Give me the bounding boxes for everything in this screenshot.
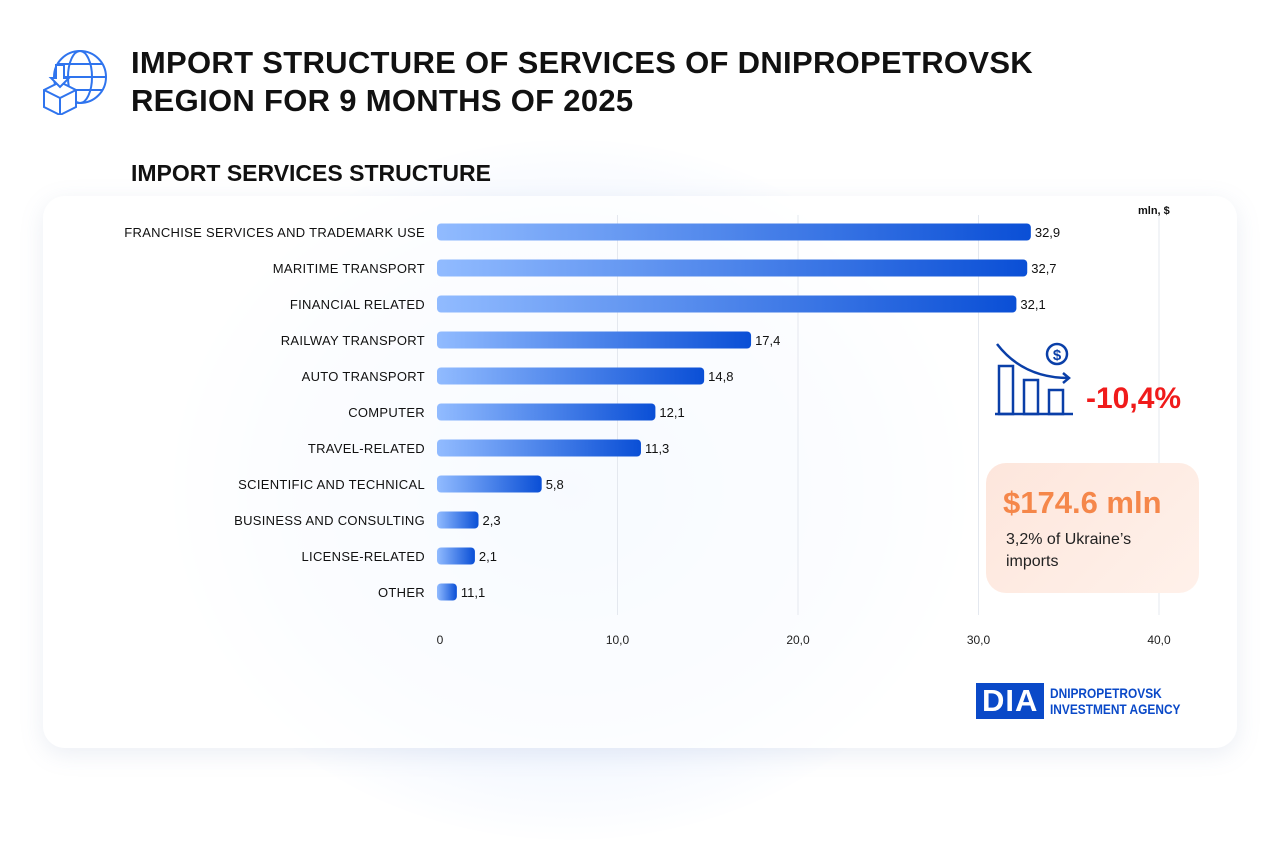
bar xyxy=(437,583,457,601)
page-title: IMPORT STRUCTURE OF SERVICES OF DNIPROPE… xyxy=(131,44,1033,120)
category-label: FRANCHISE SERVICES AND TRADEMARK USE xyxy=(124,225,425,240)
data-label: 32,7 xyxy=(1031,261,1056,276)
x-tick-label: 30,0 xyxy=(967,633,991,647)
title-line-1: IMPORT STRUCTURE OF SERVICES OF DNIPROPE… xyxy=(131,45,1033,80)
brand-line-1: DNIPROPETROVSK xyxy=(1050,685,1163,701)
data-label: 14,8 xyxy=(708,369,733,384)
x-tick-label: 40,0 xyxy=(1147,633,1171,647)
data-label: 2,1 xyxy=(479,549,497,564)
svg-text:$: $ xyxy=(1053,347,1062,364)
share-text: 3,2% of Ukraine’s imports xyxy=(1006,531,1132,570)
bar xyxy=(437,259,1028,277)
category-label: MARITIME TRANSPORT xyxy=(273,261,425,276)
total-box: $174.6 mln 3,2% of Ukraine’s imports xyxy=(986,463,1199,593)
bar xyxy=(437,223,1031,241)
category-label: COMPUTER xyxy=(348,405,425,420)
category-label: SCIENTIFIC AND TECHNICAL xyxy=(238,477,425,492)
category-label: TRAVEL-RELATED xyxy=(308,441,425,456)
x-tick-label: 10,0 xyxy=(606,633,630,647)
x-tick-label: 0 xyxy=(437,633,444,647)
data-label: 17,4 xyxy=(755,333,780,348)
data-label: 11,1 xyxy=(461,585,485,600)
bar xyxy=(437,511,479,529)
chart-subtitle: IMPORT SERVICES STRUCTURE xyxy=(131,160,491,186)
bar xyxy=(437,331,752,349)
declining-chart-dollar-icon: $ xyxy=(995,342,1073,416)
category-label: LICENSE-RELATED xyxy=(302,549,425,564)
brand-name: DNIPROPETROVSK INVESTMENT AGENCY xyxy=(1050,685,1180,717)
category-label: FINANCIAL RELATED xyxy=(290,297,425,312)
data-label: 32,9 xyxy=(1035,225,1060,240)
bar xyxy=(437,475,542,493)
brand-line-2: INVESTMENT AGENCY xyxy=(1050,701,1181,717)
globe-import-icon xyxy=(43,50,107,115)
category-label: AUTO TRANSPORT xyxy=(302,369,425,384)
total-value: $174.6 mln xyxy=(1003,485,1162,520)
bar xyxy=(437,439,641,457)
category-label: BUSINESS AND CONSULTING xyxy=(234,513,425,528)
data-label: 2,3 xyxy=(483,513,501,528)
x-tick-label: 20,0 xyxy=(786,633,810,647)
data-label: 32,1 xyxy=(1020,297,1045,312)
bar xyxy=(437,367,705,385)
bar xyxy=(437,403,656,421)
brand-logo: DIA DNIPROPETROVSK INVESTMENT AGENCY xyxy=(976,683,1204,719)
data-label: 11,3 xyxy=(645,441,669,456)
bar xyxy=(437,295,1017,313)
category-label: OTHER xyxy=(378,585,425,600)
bar xyxy=(437,547,475,565)
change-percent: -10,4% xyxy=(1086,382,1182,415)
unit-label: mln, $ xyxy=(1138,205,1170,217)
title-line-2: REGION FOR 9 MONTHS OF 2025 xyxy=(131,83,634,118)
data-label: 5,8 xyxy=(546,477,564,492)
brand-mark: DIA xyxy=(976,683,1045,719)
data-label: 12,1 xyxy=(659,405,684,420)
category-label: RAILWAY TRANSPORT xyxy=(281,333,425,348)
